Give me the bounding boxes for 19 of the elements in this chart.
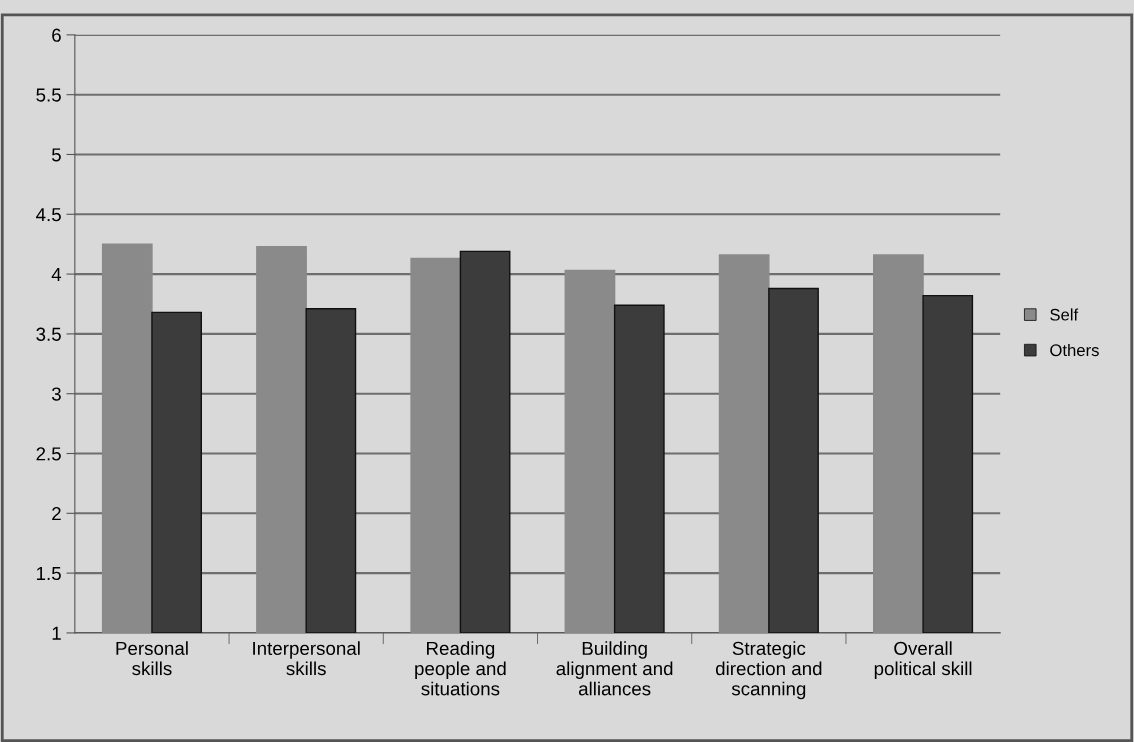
y-tick-label: 4 (51, 267, 62, 281)
y-tick-label: 1.5 (37, 567, 61, 581)
y-tick-label: 6 (52, 28, 61, 42)
x-tick-label: Interpersonal skills (253, 641, 360, 676)
x-tick-label: Reading people and situations (415, 641, 506, 696)
x-tick-label: Building alignment and alliances (556, 641, 673, 696)
legend-label: Others (1050, 343, 1099, 357)
y-tick-label: 4.5 (36, 208, 61, 222)
y-tick-label: 2 (52, 507, 61, 521)
y-tick-label: 3.5 (36, 327, 61, 341)
y-tick-label: 2.5 (36, 447, 61, 461)
y-tick-label: 1 (52, 626, 61, 640)
x-tick-label: Personal skills (116, 641, 188, 676)
y-tick-label: 5.5 (36, 88, 61, 102)
x-tick-label: Overall political skill (874, 641, 972, 679)
y-tick-label: 5 (51, 148, 61, 162)
y-tick-label: 3 (51, 387, 61, 401)
x-tick-label: Strategic direction and scanning (715, 641, 822, 700)
legend-label: Self (1050, 308, 1079, 321)
